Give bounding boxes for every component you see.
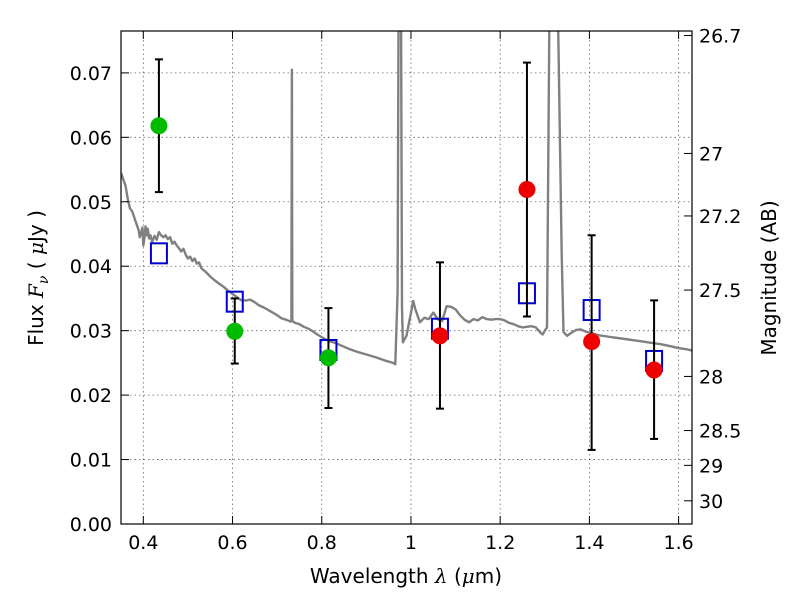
y-axis-label: Flux Fν ( μJy )	[24, 210, 52, 346]
nir-data-point	[583, 333, 601, 351]
optical-data-point	[150, 117, 168, 135]
x-tick-label: 1.2	[485, 532, 515, 554]
y2-tick-label: 27.5	[699, 280, 741, 302]
y2-tick-label: 27.2	[699, 206, 741, 228]
y-tick-label: 0.03	[70, 321, 112, 343]
x-tick-label: 0.8	[307, 532, 337, 554]
nir-data-point	[645, 361, 663, 379]
model-photometry-square	[149, 242, 168, 265]
optical-data-point	[226, 322, 244, 340]
plot-frame	[120, 30, 693, 525]
x-tick-label: 0.4	[128, 532, 158, 554]
model-spectrum-line	[121, 31, 692, 366]
y-tick-label: 0.02	[70, 385, 112, 407]
x-axis-label: Wavelength λ (μm)	[310, 564, 502, 588]
y-tick-label: 0.01	[70, 450, 112, 472]
nir-data-point	[431, 327, 449, 345]
plot-area-background	[121, 31, 692, 524]
x-tick-label: 1.6	[664, 532, 694, 554]
y2-tick-label: 30	[699, 491, 723, 513]
optical-data-point	[319, 349, 337, 367]
nir-data-point	[518, 181, 536, 199]
y2-tick-label: 28	[699, 366, 723, 388]
y2-tick-label: 29	[699, 455, 723, 477]
x-tick-label: 1.4	[574, 532, 604, 554]
y2-tick-label: 27	[699, 143, 723, 165]
plot-data	[121, 31, 692, 451]
y-tick-label: 0.05	[70, 192, 112, 214]
axis-ticks: 0.4 0.6 0.8 1 1.2 1.4 1.6 0.00 0.01 0.02 0.03 0.04 0…	[70, 26, 742, 554]
grid-lines	[121, 31, 692, 525]
x-tick-label: 1	[405, 532, 417, 554]
y2-tick-label: 26.7	[699, 26, 741, 48]
y2-tick-label: 28.5	[699, 421, 741, 443]
x-tick-label: 0.6	[217, 532, 247, 554]
y-tick-label: 0.06	[70, 127, 112, 149]
y-tick-label: 0.00	[70, 514, 112, 536]
y-tick-label: 0.07	[70, 63, 112, 85]
y2-axis-label: Magnitude (AB)	[757, 200, 781, 355]
y-tick-label: 0.04	[70, 256, 112, 278]
